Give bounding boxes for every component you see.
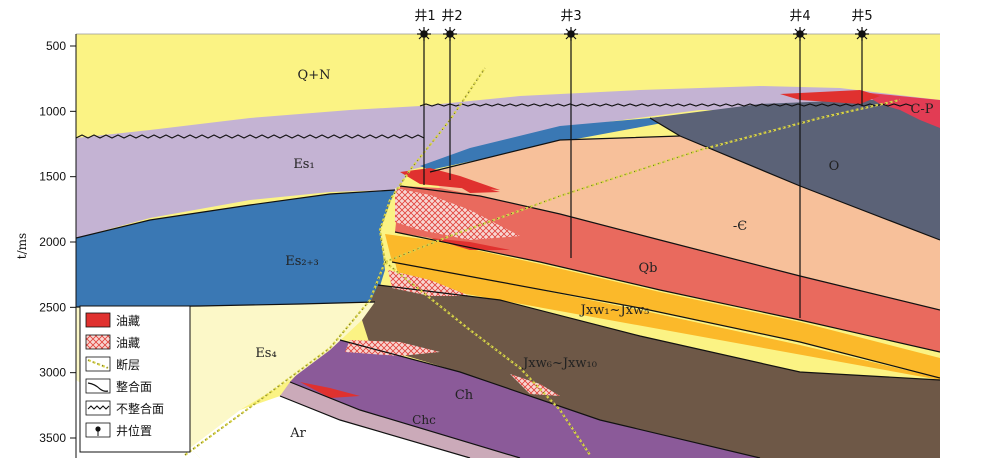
y-axis: 500 1000 1500 2000 2500 3000 3500 t/ms [15,34,77,458]
legend: 油藏 油藏 断层 整合面 不整合面 井位置 [79,305,191,453]
unit-labels: Q+N Es₁ Es₂₊₃ Es₄ C-P O -Є Qb Jxw₁~Jxw₅ … [255,68,933,441]
legend-conformity-swatch [85,378,111,394]
well-symbol-icon [793,27,807,41]
legend-label: 不整合面 [116,401,164,416]
oil-solid-zone [780,90,880,104]
legend-label: 油藏 [116,314,140,328]
unit-es1-area [76,86,940,238]
legend-oil-hatched-swatch [85,334,111,350]
oil-solid-zone [430,238,510,250]
oil-hatched-zone [510,374,560,396]
unit-label-jxw15: Jxw₁~Jxw₅ [579,303,650,318]
unit-label-cam: -Є [733,219,747,234]
unit-label-chc: Chc [412,413,436,427]
well-label: 井2 [441,9,462,24]
unit-jxw610-area [362,285,940,458]
unit-jxw15-lower-area [395,262,940,380]
unit-o-area [650,100,940,240]
unit-label-qn: Q+N [298,68,331,83]
unconformity-lines [76,103,913,139]
unit-cam-area [430,136,940,310]
legend-label: 整合面 [116,379,152,394]
oil-hatched-zone [395,188,520,240]
well-symbol-icon [443,27,457,41]
unit-chc-area [280,382,520,458]
y-tick-label: 3000 [39,366,66,380]
well-symbol-icon [564,27,578,41]
unit-label-jxw610: Jxw₆~Jxw₁₀ [521,356,597,371]
well-label: 井1 [414,9,435,24]
unit-label-ch: Ch [455,388,474,403]
unit-ch-area [290,340,760,458]
well-label: 井4 [789,9,810,24]
legend-label: 油藏 [116,336,140,350]
y-tick-label: 500 [46,39,66,53]
well-symbol-icon [417,27,431,41]
unit-qb-area [395,186,940,352]
y-tick-label: 1000 [39,104,66,118]
y-tick-label: 2000 [39,235,66,249]
y-tick-label: 1500 [39,170,66,184]
well-symbols [417,27,869,41]
oil-solid-zone [445,178,500,193]
y-tick-label: 3500 [39,431,66,445]
well-labels: 井1 井2 井3 井4 井5 [414,9,872,24]
wells [423,34,863,318]
legend-oil-solid-swatch [85,312,111,328]
unit-ar-area [190,396,470,458]
strata-layers [76,34,940,458]
unit-label-ar: Ar [289,426,306,441]
unit-label-cp: C-P [910,102,933,117]
legend-unconformity-swatch [85,400,111,416]
y-axis-title: t/ms [15,233,29,259]
unit-label-es4: Es₄ [255,346,276,361]
oil-solid-zone [300,382,360,398]
unit-label-o: O [829,159,840,174]
unit-label-es23: Es₂₊₃ [285,254,318,269]
well-symbol-icon [855,27,869,41]
unit-cp-area [860,92,940,128]
oil-hatched-zone [388,270,470,296]
well-pin-icon [95,426,101,432]
oil-hatched-zone [345,340,440,356]
well-label: 井5 [851,9,872,24]
fault-line-dots [184,67,901,456]
legend-label: 井位置 [116,423,152,438]
legend-label: 断层 [116,357,140,372]
y-tick-label: 2500 [39,300,66,314]
unit-label-qb: Qb [639,261,658,276]
well-label: 井3 [560,9,581,24]
unit-label-es1: Es₁ [293,157,314,172]
y-axis-ticks: 500 1000 1500 2000 2500 3000 3500 [39,39,76,445]
